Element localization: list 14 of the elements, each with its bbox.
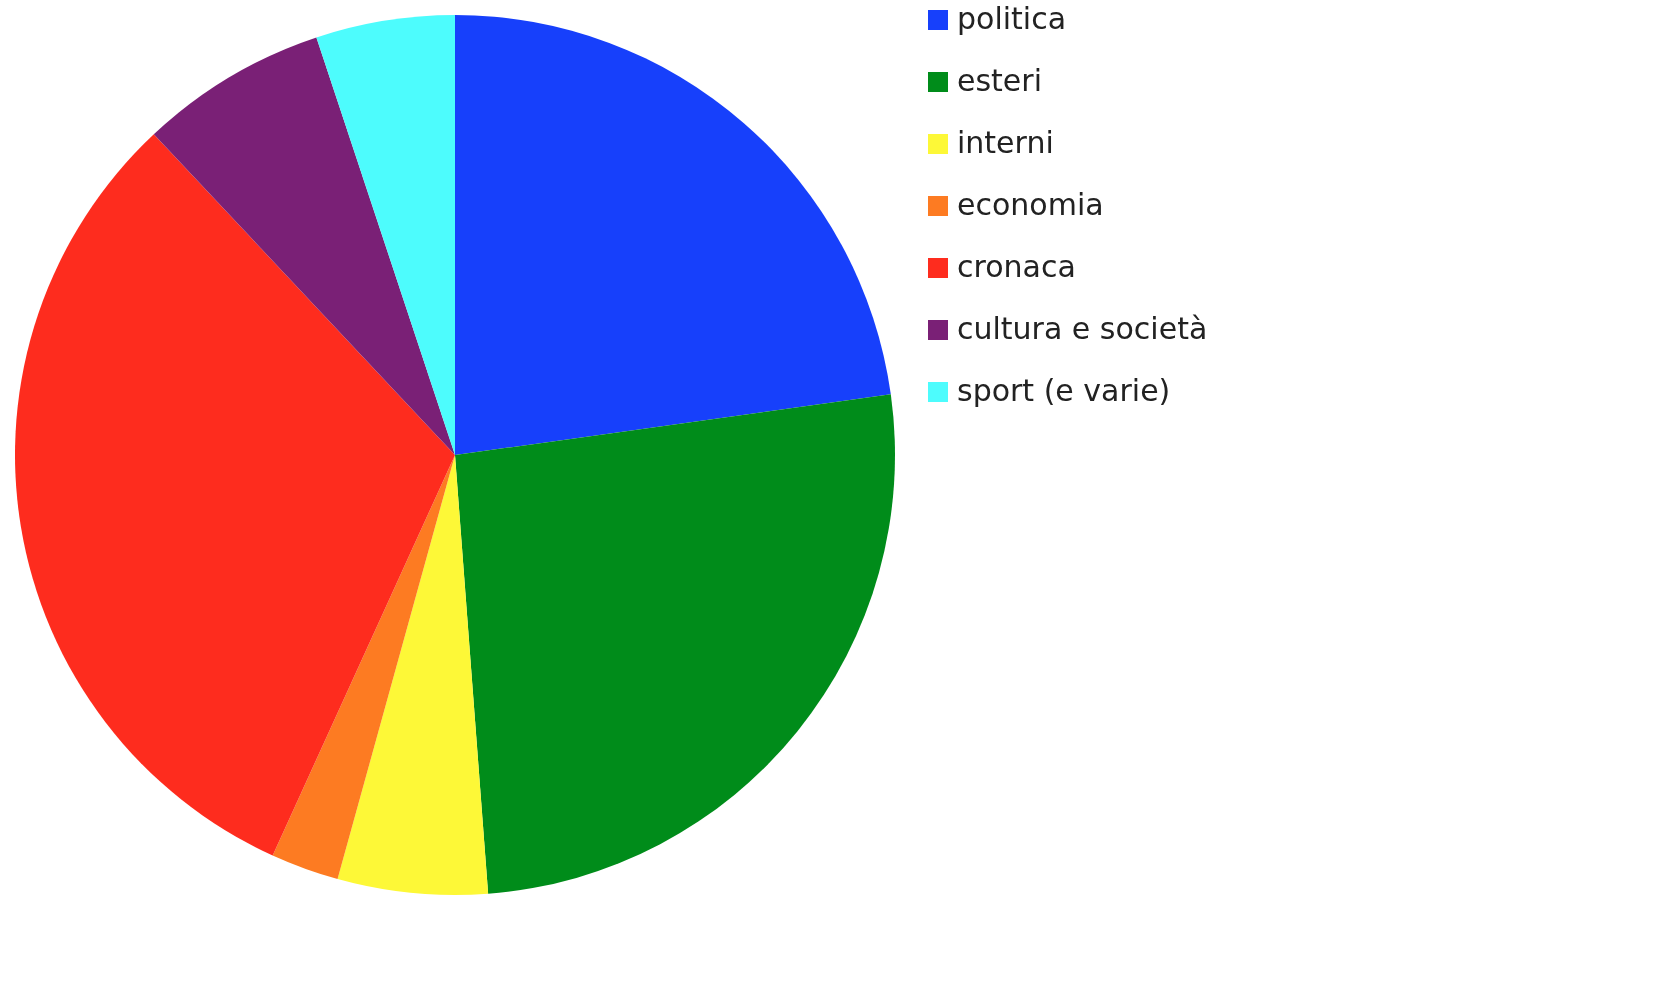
legend-label: sport (e varie) [957,373,1171,408]
pie-slice [15,134,455,856]
pie-slice [316,15,455,455]
legend-label: esteri [957,63,1042,98]
pie-slice [272,455,455,880]
legend-label: cronaca [957,249,1076,284]
pie-slice [455,15,891,455]
legend-label: politica [957,1,1067,36]
legend-label: cultura e società [957,311,1208,346]
pie-slice [455,394,895,894]
legend-label: economia [957,187,1104,222]
pie-slice [337,455,489,895]
pie-slice [153,37,455,455]
legend-label: interni [957,125,1054,160]
